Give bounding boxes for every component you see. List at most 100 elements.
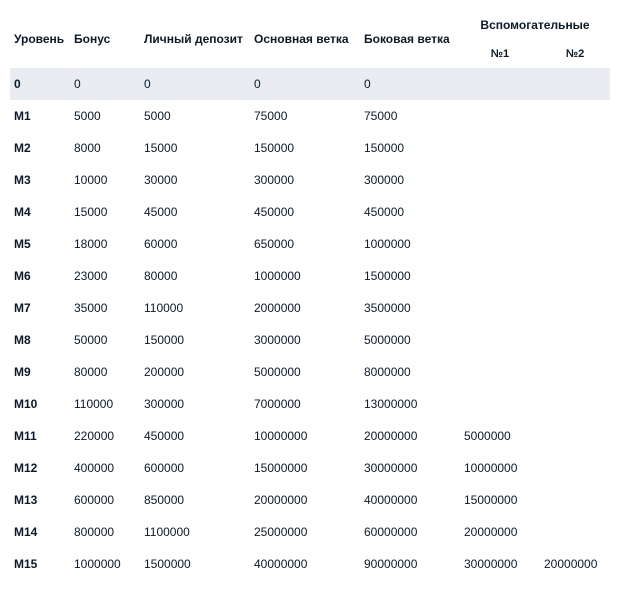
cell-deposit: 45000 — [140, 196, 250, 228]
cell-aux2 — [540, 452, 610, 484]
cell-main: 1000000 — [250, 260, 360, 292]
cell-level: M7 — [10, 292, 70, 324]
cell-level: M6 — [10, 260, 70, 292]
cell-deposit: 1500000 — [140, 548, 250, 580]
cell-deposit: 60000 — [140, 228, 250, 260]
cell-aux2 — [540, 324, 610, 356]
table-row: M151000000150000040000000900000003000000… — [10, 548, 610, 580]
cell-bonus: 110000 — [70, 388, 140, 420]
cell-side: 1500000 — [360, 260, 460, 292]
cell-main: 20000000 — [250, 484, 360, 516]
cell-main: 75000 — [250, 100, 360, 132]
cell-side: 40000000 — [360, 484, 460, 516]
table-row: M85000015000030000005000000 — [10, 324, 610, 356]
cell-deposit: 30000 — [140, 164, 250, 196]
cell-bonus: 0 — [70, 68, 140, 100]
table-row: M2800015000150000150000 — [10, 132, 610, 164]
cell-aux1 — [460, 228, 540, 260]
cell-aux2 — [540, 420, 610, 452]
cell-level: M10 — [10, 388, 70, 420]
cell-level: M5 — [10, 228, 70, 260]
table-header: Уровень Бонус Личный депозит Основная ве… — [10, 10, 610, 68]
cell-main: 10000000 — [250, 420, 360, 452]
cell-aux2 — [540, 388, 610, 420]
cell-aux2 — [540, 260, 610, 292]
table-row: M12400000600000150000003000000010000000 — [10, 452, 610, 484]
cell-side: 13000000 — [360, 388, 460, 420]
cell-aux1 — [460, 388, 540, 420]
cell-bonus: 10000 — [70, 164, 140, 196]
cell-side: 300000 — [360, 164, 460, 196]
cell-aux1 — [460, 324, 540, 356]
cell-side: 450000 — [360, 196, 460, 228]
cell-deposit: 850000 — [140, 484, 250, 516]
cell-deposit: 300000 — [140, 388, 250, 420]
cell-aux1: 10000000 — [460, 452, 540, 484]
cell-deposit: 150000 — [140, 324, 250, 356]
cell-level: M8 — [10, 324, 70, 356]
header-level: Уровень — [10, 10, 70, 68]
cell-deposit: 0 — [140, 68, 250, 100]
header-aux-group: Вспомогательные — [460, 10, 610, 40]
cell-side: 0 — [360, 68, 460, 100]
cell-main: 650000 — [250, 228, 360, 260]
cell-deposit: 1100000 — [140, 516, 250, 548]
cell-aux1 — [460, 356, 540, 388]
cell-aux1 — [460, 260, 540, 292]
cell-aux1: 30000000 — [460, 548, 540, 580]
cell-aux2 — [540, 132, 610, 164]
cell-side: 5000000 — [360, 324, 460, 356]
table-body: 00000M1500050007500075000M28000150001500… — [10, 68, 610, 580]
cell-bonus: 18000 — [70, 228, 140, 260]
cell-aux1 — [460, 196, 540, 228]
table-row: M518000600006500001000000 — [10, 228, 610, 260]
cell-main: 0 — [250, 68, 360, 100]
cell-aux1 — [460, 292, 540, 324]
cell-aux2 — [540, 228, 610, 260]
cell-bonus: 23000 — [70, 260, 140, 292]
cell-side: 8000000 — [360, 356, 460, 388]
cell-level: M1 — [10, 100, 70, 132]
cell-aux1: 5000000 — [460, 420, 540, 452]
cell-aux2 — [540, 196, 610, 228]
cell-main: 3000000 — [250, 324, 360, 356]
header-bonus: Бонус — [70, 10, 140, 68]
cell-aux1 — [460, 100, 540, 132]
header-deposit: Личный депозит — [140, 10, 250, 68]
cell-main: 300000 — [250, 164, 360, 196]
header-side: Боковая ветка — [360, 10, 460, 68]
table-row: M1500050007500075000 — [10, 100, 610, 132]
cell-bonus: 220000 — [70, 420, 140, 452]
cell-bonus: 15000 — [70, 196, 140, 228]
cell-level: M2 — [10, 132, 70, 164]
cell-side: 90000000 — [360, 548, 460, 580]
cell-main: 150000 — [250, 132, 360, 164]
cell-aux2 — [540, 164, 610, 196]
cell-side: 150000 — [360, 132, 460, 164]
cell-bonus: 80000 — [70, 356, 140, 388]
table-row: M6230008000010000001500000 — [10, 260, 610, 292]
header-aux2: №2 — [540, 40, 610, 68]
cell-bonus: 1000000 — [70, 548, 140, 580]
levels-table: Уровень Бонус Личный депозит Основная ве… — [10, 10, 610, 580]
cell-bonus: 50000 — [70, 324, 140, 356]
cell-main: 15000000 — [250, 452, 360, 484]
cell-level: M11 — [10, 420, 70, 452]
table-row: M10110000300000700000013000000 — [10, 388, 610, 420]
cell-deposit: 450000 — [140, 420, 250, 452]
cell-aux1 — [460, 164, 540, 196]
table-row: 00000 — [10, 68, 610, 100]
cell-side: 20000000 — [360, 420, 460, 452]
cell-side: 75000 — [360, 100, 460, 132]
cell-side: 1000000 — [360, 228, 460, 260]
cell-aux1: 20000000 — [460, 516, 540, 548]
cell-main: 7000000 — [250, 388, 360, 420]
table-row: M73500011000020000003500000 — [10, 292, 610, 324]
cell-deposit: 15000 — [140, 132, 250, 164]
cell-level: M9 — [10, 356, 70, 388]
cell-aux2: 20000000 — [540, 548, 610, 580]
cell-level: M3 — [10, 164, 70, 196]
cell-level: M13 — [10, 484, 70, 516]
cell-level: 0 — [10, 68, 70, 100]
cell-aux1 — [460, 132, 540, 164]
